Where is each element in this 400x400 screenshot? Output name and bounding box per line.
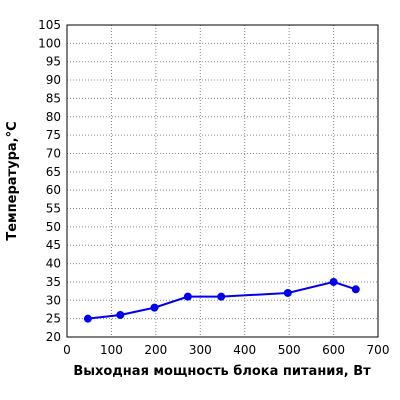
x-tick-label: 400 bbox=[233, 343, 256, 357]
data-point bbox=[329, 277, 338, 286]
data-point bbox=[283, 288, 292, 297]
data-point bbox=[83, 314, 92, 323]
y-axis-ticks: 20 25 30 35 40 45 50 55 60 65 70 75 80 85 90 95 100 105 bbox=[38, 18, 61, 344]
x-tick-label: 500 bbox=[278, 343, 301, 357]
y-tick-label: 25 bbox=[46, 312, 61, 326]
x-tick-label: 0 bbox=[63, 343, 71, 357]
data-point bbox=[150, 303, 159, 312]
y-tick-label: 40 bbox=[46, 257, 61, 271]
plot-frame bbox=[66, 24, 379, 338]
y-tick-label: 30 bbox=[46, 293, 61, 307]
y-tick-label: 95 bbox=[46, 55, 61, 69]
y-tick-label: 85 bbox=[46, 91, 61, 105]
y-tick-label: 35 bbox=[46, 275, 61, 289]
x-axis-ticks: 0 100 200 300 400 500 600 700 bbox=[63, 343, 389, 357]
series-layer bbox=[83, 277, 360, 323]
y-tick-label: 45 bbox=[46, 238, 61, 252]
y-tick-label: 60 bbox=[46, 183, 61, 197]
y-tick-label: 100 bbox=[38, 36, 61, 50]
x-axis-label: Выходная мощность блока питания, Вт bbox=[73, 364, 371, 379]
data-point bbox=[351, 285, 360, 294]
y-tick-label: 65 bbox=[46, 165, 61, 179]
y-tick-label: 70 bbox=[46, 146, 61, 160]
y-tick-label: 105 bbox=[38, 18, 61, 32]
x-tick-label: 600 bbox=[322, 343, 345, 357]
series-line bbox=[87, 280, 357, 320]
y-tick-label: 50 bbox=[46, 220, 61, 234]
data-point bbox=[116, 310, 125, 319]
y-tick-label: 75 bbox=[46, 128, 61, 142]
data-point bbox=[183, 292, 192, 301]
x-tick-label: 100 bbox=[100, 343, 123, 357]
x-tick-label: 200 bbox=[144, 343, 167, 357]
x-tick-label: 700 bbox=[367, 343, 390, 357]
y-tick-label: 80 bbox=[46, 110, 61, 124]
y-tick-label: 90 bbox=[46, 73, 61, 87]
grid-layer bbox=[67, 25, 378, 337]
y-tick-label: 20 bbox=[46, 330, 61, 344]
x-tick-label: 300 bbox=[189, 343, 212, 357]
data-point bbox=[217, 292, 226, 301]
y-axis-label: Температура,°C bbox=[5, 121, 20, 240]
y-tick-label: 55 bbox=[46, 202, 61, 216]
